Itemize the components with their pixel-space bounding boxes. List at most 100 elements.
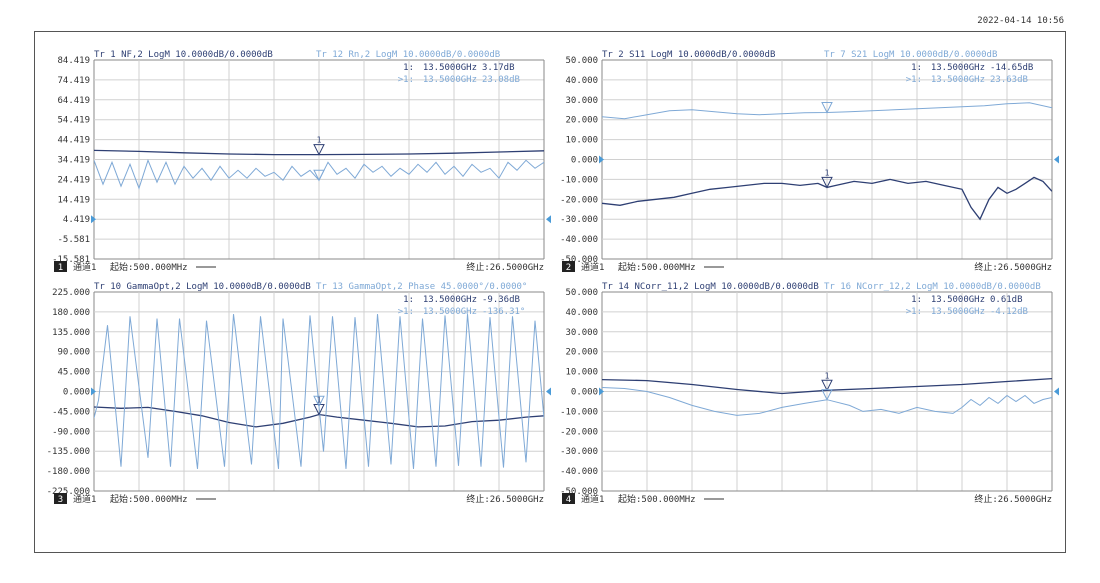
marker-readout-light-freq: 13.5000GHz: [931, 307, 985, 317]
marker-triangle-dark: [821, 176, 833, 189]
panel-number: 3: [58, 495, 63, 505]
panel-number: 2: [566, 263, 571, 273]
panel-number: 1: [58, 263, 63, 273]
marker-triangle-dark: [313, 144, 325, 156]
marker-readout-dark-value: 0.61dB: [990, 295, 1023, 305]
timestamp: 2022-04-14 10:56: [977, 16, 1064, 26]
marker-readout-dark-freq: 13.5000GHz: [423, 295, 477, 305]
marker-readout-dark-value: 3.17dB: [482, 63, 515, 73]
marker-readout-dark-id: 1:: [911, 295, 922, 305]
y-tick-label: 34.419: [57, 156, 90, 166]
y-tick-label: -40.000: [560, 467, 598, 477]
y-tick-label: -10.000: [560, 407, 598, 417]
y-tick-label: -30.000: [560, 447, 598, 457]
y-tick-label: 74.419: [57, 76, 90, 86]
channel-label: 通道1: [581, 261, 604, 273]
y-tick-label: 44.419: [57, 136, 90, 146]
y-tick-label: -50.000: [560, 487, 598, 497]
marker-triangle-light: [313, 395, 325, 408]
marker-number: 1: [317, 136, 322, 145]
reference-arrow-right: [1054, 155, 1059, 164]
start-frequency-label: 起始:500.000MHz: [618, 261, 696, 273]
chart-3-svg: Tr 10 GammaOpt,2 LogM 10.0000dB/0.0000dB…: [47, 282, 551, 505]
instrument-display-frame: [34, 31, 1066, 553]
y-tick-label: 50.000: [565, 288, 598, 298]
y-tick-label: -10.000: [560, 175, 598, 185]
y-tick-label: 54.419: [57, 116, 90, 126]
y-tick-label: 4.419: [63, 215, 90, 225]
y-tick-label: 90.000: [57, 348, 90, 358]
trace-header-dark: Tr 1 NF,2 LogM 10.0000dB/0.0000dB: [94, 50, 273, 60]
y-tick-label: -135.000: [47, 447, 90, 457]
y-tick-label: 24.419: [57, 175, 90, 185]
chart-panel-4: Tr 14 NCorr_11,2 LogM 10.0000dB/0.0000dB…: [548, 278, 1059, 510]
y-tick-label: -20.000: [560, 195, 598, 205]
y-tick-label: -15.581: [52, 255, 90, 265]
marker-readout-light-id: >1:: [906, 75, 922, 85]
chart-panel-1: Tr 1 NF,2 LogM 10.0000dB/0.0000dB Tr 12 R…: [40, 46, 551, 278]
trace-header-dark: Tr 2 S11 LogM 10.0000dB/0.0000dB: [602, 50, 775, 60]
reference-arrow-right: [546, 387, 551, 396]
y-tick-label: 30.000: [565, 328, 598, 338]
marker-readout-light-id: >1:: [398, 75, 414, 85]
start-frequency-label: 起始:500.000MHz: [618, 493, 696, 505]
y-tick-label: -50.000: [560, 255, 598, 265]
marker-readout-dark-value: -9.36dB: [482, 295, 520, 305]
marker-triangle-dark: [821, 379, 833, 392]
trace-header-dark: Tr 10 GammaOpt,2 LogM 10.0000dB/0.0000dB: [94, 282, 311, 292]
y-tick-label: 10.000: [565, 136, 598, 146]
chart-2-svg: Tr 2 S11 LogM 10.0000dB/0.0000dB Tr 7 S21…: [560, 50, 1059, 273]
reference-arrow-left: [599, 387, 604, 396]
y-tick-label: 135.000: [52, 328, 90, 338]
marker-readout-dark-value: -14.65dB: [990, 63, 1033, 73]
y-tick-label: 30.000: [565, 96, 598, 106]
panel-number: 4: [566, 495, 571, 505]
marker-readout-dark-id: 1:: [911, 63, 922, 73]
y-tick-label: 0.000: [571, 388, 598, 398]
y-tick-label: 180.000: [52, 308, 90, 318]
marker-readout-light-freq: 13.5000GHz: [931, 75, 985, 85]
reference-arrow-right: [546, 215, 551, 224]
trace-header-light: Tr 12 Rn,2 LogM 10.0000dB/0.0000dB: [316, 50, 500, 60]
series-line-light: [94, 314, 544, 469]
trace-header-light: Tr 7 S21 LogM 10.0000dB/0.0000dB: [824, 50, 997, 60]
reference-arrow-left: [91, 215, 96, 224]
y-tick-label: -45.000: [52, 407, 90, 417]
marker-triangle-light: [313, 169, 325, 182]
panel-number-badge: [562, 261, 575, 272]
channel-label: 通道1: [73, 493, 96, 505]
marker-readout-light-value: -136.31°: [482, 307, 525, 317]
marker-triangle-light: [821, 102, 833, 114]
series-line-light: [602, 387, 1052, 416]
panel-number-badge: [54, 261, 67, 272]
trace-header-dark: Tr 14 NCorr_11,2 LogM 10.0000dB/0.0000dB: [602, 282, 819, 292]
stop-frequency-label: 终止:26.5000GHz: [466, 261, 544, 273]
reference-arrow-right: [1054, 387, 1059, 396]
y-tick-label: -20.000: [560, 427, 598, 437]
reference-arrow-left: [599, 155, 604, 164]
reference-arrow-left: [91, 387, 96, 396]
marker-readout-dark-freq: 13.5000GHz: [423, 63, 477, 73]
y-tick-label: 0.000: [571, 156, 598, 166]
marker-readout-dark-id: 1:: [403, 295, 414, 305]
start-frequency-label: 起始:500.000MHz: [110, 261, 188, 273]
y-tick-label: 64.419: [57, 96, 90, 106]
start-frequency-label: 起始:500.000MHz: [110, 493, 188, 505]
y-tick-label: 40.000: [565, 76, 598, 86]
y-tick-label: 10.000: [565, 368, 598, 378]
marker-readout-dark-id: 1:: [403, 63, 414, 73]
marker-number: 1: [825, 168, 830, 177]
y-tick-label: 84.419: [57, 56, 90, 66]
panel-number-badge: [562, 493, 575, 504]
stop-frequency-label: 终止:26.5000GHz: [974, 261, 1052, 273]
marker-number: 1: [317, 395, 322, 404]
channel-label: 通道1: [73, 261, 96, 273]
panel-number-badge: [54, 493, 67, 504]
y-tick-label: 0.000: [63, 388, 90, 398]
y-tick-label: -90.000: [52, 427, 90, 437]
y-tick-label: 20.000: [565, 348, 598, 358]
y-tick-label: 20.000: [565, 116, 598, 126]
y-tick-label: -30.000: [560, 215, 598, 225]
marker-readout-light-freq: 13.5000GHz: [423, 75, 477, 85]
stop-frequency-label: 终止:26.5000GHz: [466, 493, 544, 505]
